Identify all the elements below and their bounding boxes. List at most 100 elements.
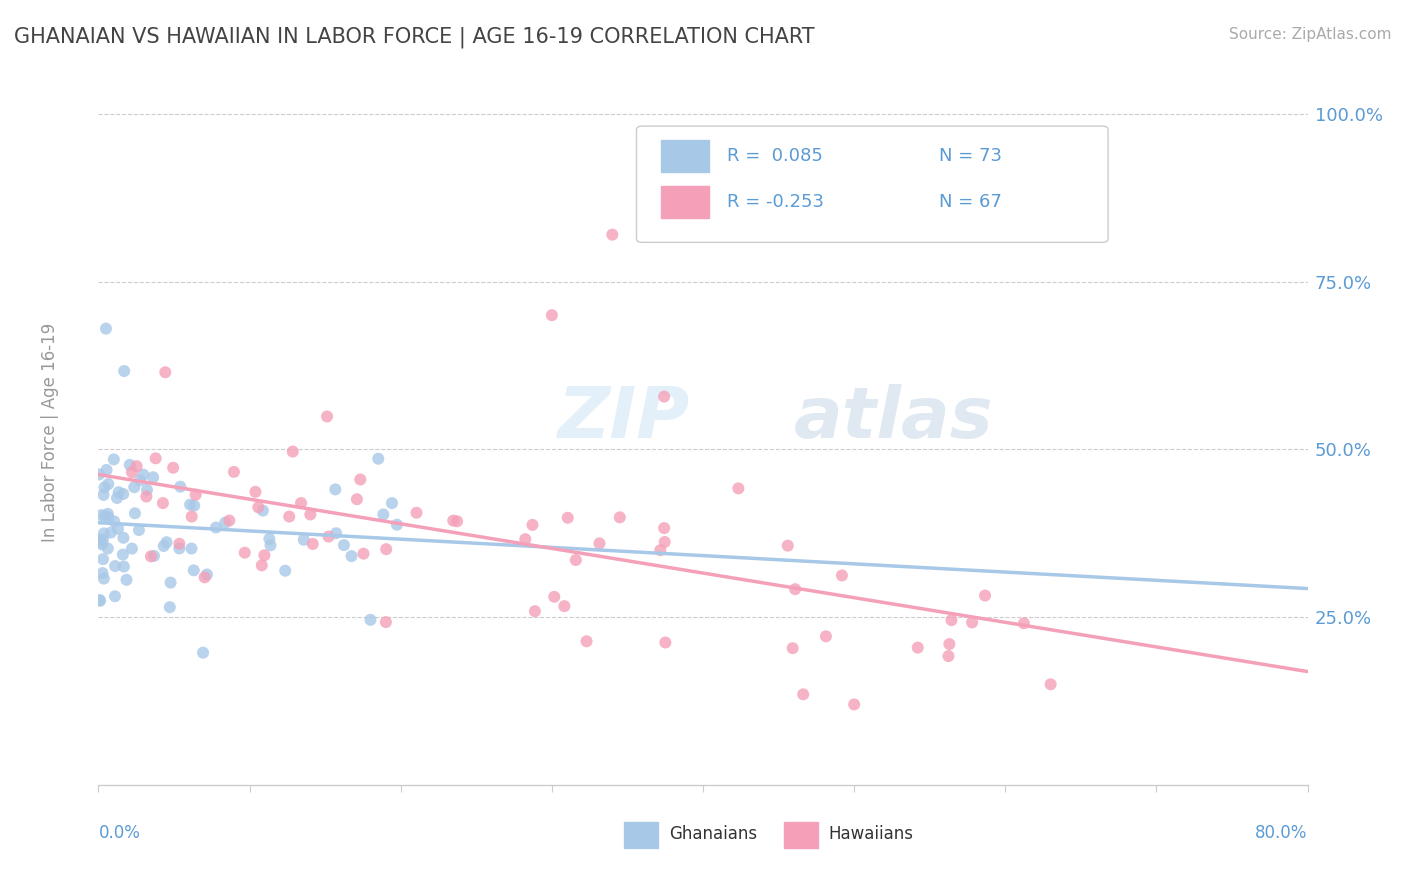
Point xyxy=(118,458,141,472)
Point xyxy=(191,646,214,660)
Point xyxy=(121,541,143,556)
Point xyxy=(97,541,120,556)
Point xyxy=(316,409,339,424)
Point xyxy=(169,541,191,556)
Point xyxy=(776,539,799,553)
Point xyxy=(405,506,427,520)
Bar xyxy=(624,822,658,848)
Text: atlas: atlas xyxy=(793,384,994,453)
Point xyxy=(205,520,228,534)
Point xyxy=(792,687,814,701)
Text: In Labor Force | Age 16-19: In Labor Force | Age 16-19 xyxy=(41,323,59,542)
Point xyxy=(543,590,565,604)
Point xyxy=(727,482,749,496)
Text: R =  0.085: R = 0.085 xyxy=(727,147,823,165)
Point xyxy=(107,485,129,500)
Point xyxy=(162,460,184,475)
Point xyxy=(93,480,115,494)
Point xyxy=(195,567,218,582)
Point xyxy=(155,365,177,379)
Point xyxy=(960,615,983,630)
Point xyxy=(247,500,270,515)
Point xyxy=(340,549,363,563)
Point xyxy=(103,452,125,467)
Point xyxy=(652,521,675,535)
Point xyxy=(1039,677,1062,691)
Point xyxy=(250,558,273,573)
Point xyxy=(575,634,598,648)
Text: N = 67: N = 67 xyxy=(939,194,1001,211)
Point xyxy=(91,566,114,580)
Point xyxy=(938,637,960,651)
Point xyxy=(139,549,162,564)
Point xyxy=(87,467,110,482)
Point xyxy=(259,532,281,546)
Point xyxy=(129,473,152,487)
Point xyxy=(103,515,125,529)
Point xyxy=(121,465,143,479)
Point xyxy=(654,635,676,649)
Point xyxy=(346,492,368,507)
Point xyxy=(89,593,111,607)
Point xyxy=(183,563,205,577)
Bar xyxy=(661,140,709,172)
Point xyxy=(367,451,389,466)
Text: Hawaiians: Hawaiians xyxy=(828,825,914,843)
Point xyxy=(844,698,866,712)
Point xyxy=(93,572,115,586)
Point xyxy=(184,488,207,502)
Point xyxy=(183,499,205,513)
Point xyxy=(90,508,112,522)
Point xyxy=(96,463,118,477)
Point xyxy=(349,473,371,487)
Point xyxy=(124,506,146,520)
Point xyxy=(290,496,312,510)
Point xyxy=(145,451,167,466)
Point xyxy=(94,321,117,335)
Point xyxy=(941,613,963,627)
Text: 0.0%: 0.0% xyxy=(98,823,141,842)
Point xyxy=(107,522,129,536)
Point xyxy=(105,491,128,505)
Point xyxy=(831,568,853,582)
Point xyxy=(132,467,155,482)
Text: Source: ZipAtlas.com: Source: ZipAtlas.com xyxy=(1229,27,1392,42)
Point xyxy=(112,531,135,545)
Point xyxy=(159,600,181,615)
Point xyxy=(785,582,807,597)
Point xyxy=(907,640,929,655)
Point xyxy=(112,559,135,574)
Point xyxy=(333,538,356,552)
Text: 80.0%: 80.0% xyxy=(1256,823,1308,842)
Point xyxy=(180,509,202,524)
Point xyxy=(214,516,236,530)
Point xyxy=(122,480,145,494)
Point xyxy=(152,496,174,510)
Point xyxy=(274,564,297,578)
Point xyxy=(609,510,631,524)
FancyBboxPatch shape xyxy=(637,126,1108,243)
Bar xyxy=(785,822,818,848)
Point xyxy=(522,517,544,532)
Point xyxy=(323,483,346,497)
Point xyxy=(565,553,588,567)
Point xyxy=(292,533,315,547)
Point xyxy=(446,514,468,528)
Point xyxy=(654,535,676,549)
Point xyxy=(128,523,150,537)
Point xyxy=(253,548,276,562)
Point xyxy=(159,575,181,590)
Point xyxy=(245,484,267,499)
Point xyxy=(385,517,408,532)
Point xyxy=(115,573,138,587)
Point xyxy=(97,477,120,491)
Point xyxy=(142,470,165,484)
Point xyxy=(814,629,837,643)
Point xyxy=(89,535,111,549)
Point xyxy=(91,533,114,547)
Point xyxy=(318,530,340,544)
Point xyxy=(136,483,159,497)
Point xyxy=(373,508,395,522)
Point xyxy=(143,549,166,563)
Point xyxy=(112,364,135,378)
